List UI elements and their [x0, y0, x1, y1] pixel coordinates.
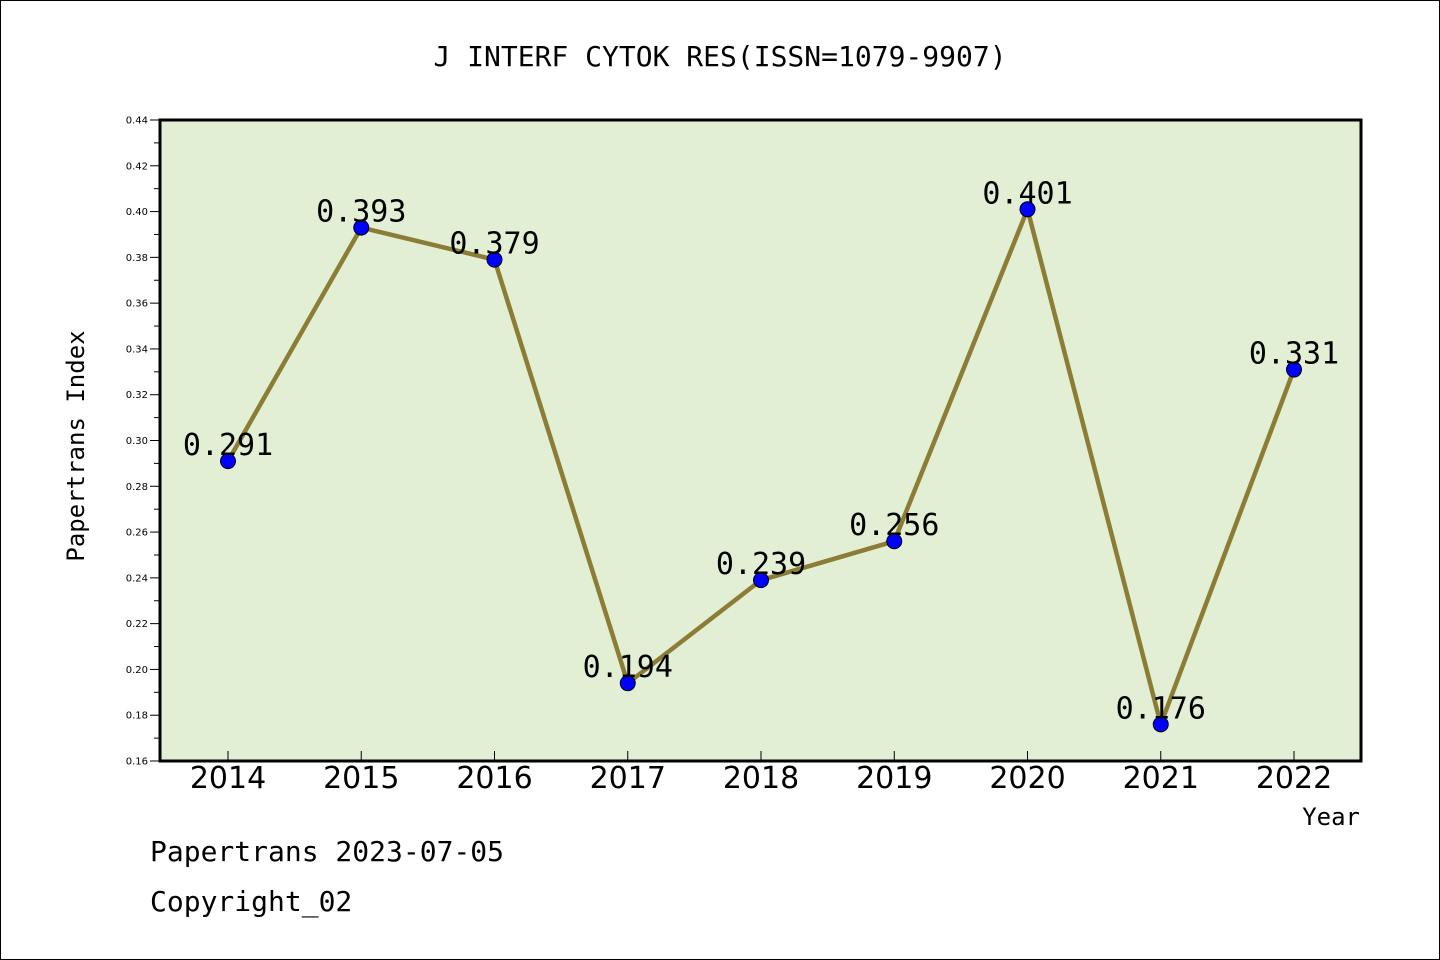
data-label: 0.331: [1249, 337, 1339, 372]
chart-title: J INTERF CYTOK RES(ISSN=1079-9907): [433, 40, 1006, 73]
y-tick-label: 0.44: [126, 116, 148, 127]
y-tick-label: 0.22: [126, 619, 148, 630]
x-axis-ticks: 2014 2015 2016 2017 2018 2019 2020 2021 2022: [190, 751, 1332, 796]
x-tick-label: 2018: [723, 761, 799, 796]
data-point: [486, 251, 503, 268]
data-label: 0.393: [316, 195, 406, 230]
y-tick-label: 0.40: [126, 207, 148, 218]
data-markers: [220, 201, 1302, 733]
y-tick-label: 0.34: [126, 344, 148, 355]
data-point: [353, 219, 370, 236]
y-tick-label: 0.42: [126, 161, 148, 172]
x-axis-label: Year: [1302, 803, 1360, 831]
y-axis-ticks: 0.16 0.18 0.20 0.22 0.24 0.26 0.28 0.30 0.32 0.34…: [126, 116, 160, 768]
y-tick-label: 0.16: [126, 757, 148, 768]
data-point: [753, 572, 769, 589]
y-tick-label: 0.38: [126, 253, 148, 264]
y-tick-label: 0.28: [126, 482, 148, 493]
y-tick-label: 0.30: [126, 436, 148, 447]
data-point: [619, 675, 636, 692]
x-tick-label: 2015: [323, 761, 399, 796]
y-axis-label: Papertrans Index: [62, 330, 90, 561]
x-tick-label: 2017: [590, 761, 666, 796]
data-point: [1152, 716, 1169, 733]
y-tick-label: 0.26: [126, 528, 148, 539]
data-labels: 0.291 0.393 0.379 0.194 0.239 0.256 0.401 0.176…: [183, 176, 1339, 726]
y-tick-label: 0.18: [126, 711, 148, 722]
y-tick-label: 0.20: [126, 665, 148, 676]
x-tick-label: 2022: [1256, 761, 1332, 796]
x-tick-label: 2020: [989, 761, 1065, 796]
x-tick-label: 2016: [456, 761, 532, 796]
data-label: 0.291: [183, 428, 273, 463]
data-label: 0.379: [449, 227, 539, 262]
data-label: 0.176: [1116, 691, 1206, 726]
y-tick-label: 0.32: [126, 390, 148, 401]
data-label: 0.194: [583, 650, 673, 685]
data-label: 0.239: [716, 547, 806, 582]
x-tick-label: 2019: [856, 761, 932, 796]
data-label: 0.256: [849, 508, 939, 543]
data-point: [220, 453, 236, 470]
x-tick-label: 2014: [190, 761, 266, 796]
footer-date: Papertrans 2023-07-05: [150, 835, 505, 868]
data-label: 0.401: [982, 176, 1072, 211]
data-point: [886, 533, 903, 550]
footer-copyright: Copyright_02: [150, 885, 353, 918]
y-tick-label: 0.36: [126, 299, 148, 310]
x-tick-label: 2021: [1123, 761, 1199, 796]
data-point: [1286, 361, 1302, 378]
data-point: [1019, 201, 1036, 218]
y-tick-label: 0.24: [126, 573, 148, 584]
